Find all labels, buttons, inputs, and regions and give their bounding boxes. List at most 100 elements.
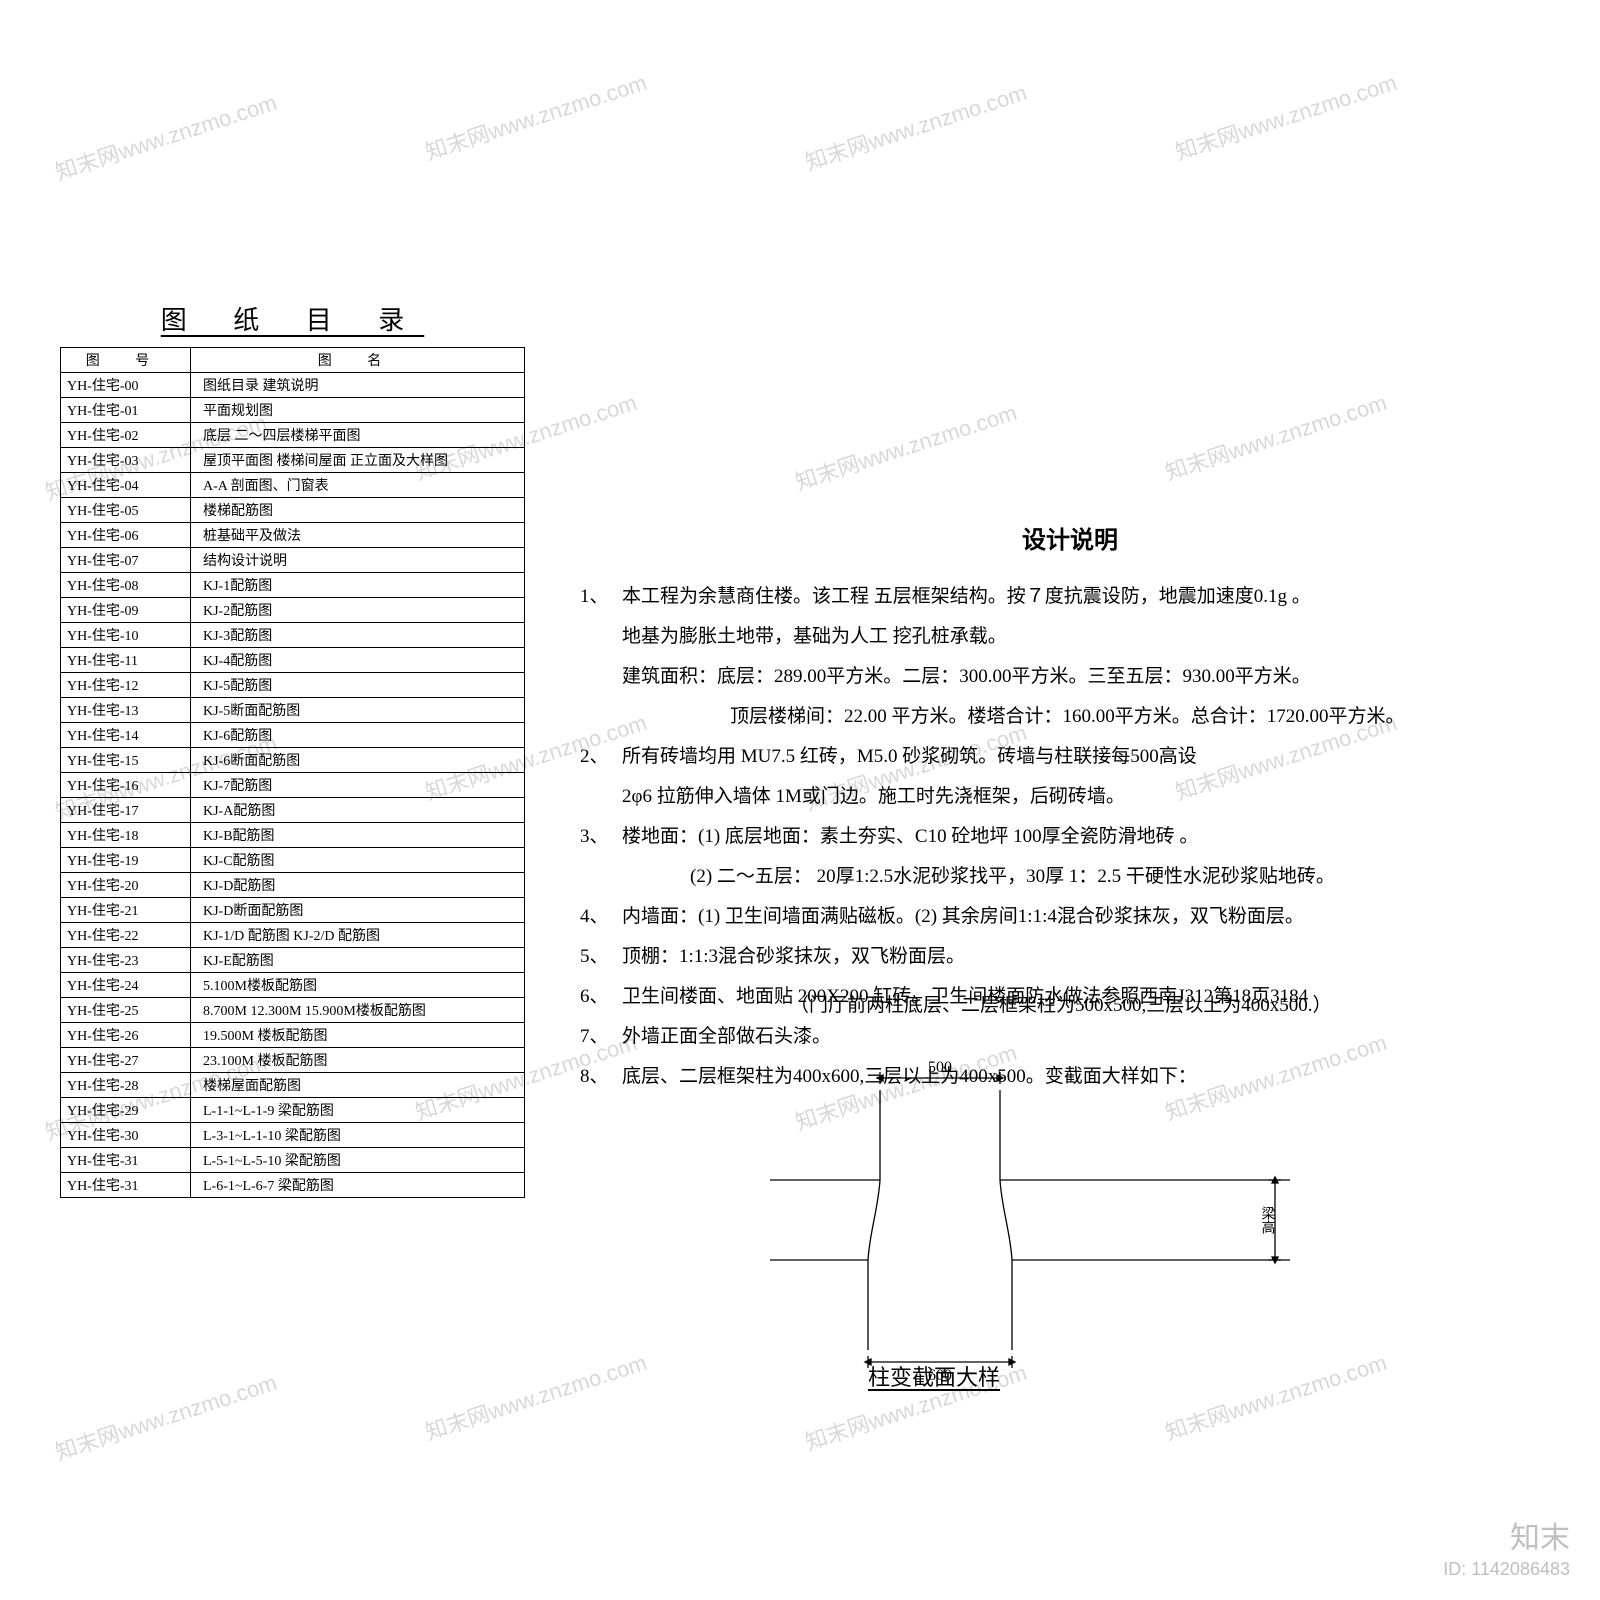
drawing-code: YH-住宅-13 <box>61 698 191 723</box>
spec-text: 顶棚：1:1:3混合砂浆抹灰，双飞粉面层。 <box>622 937 1560 977</box>
drawing-code: YH-住宅-00 <box>61 373 191 398</box>
drawing-code: YH-住宅-08 <box>61 573 191 598</box>
spec-text: 顶层楼梯间：22.00 平方米。楼塔合计：160.00平方米。总合计：1720.… <box>580 697 1560 737</box>
page-root: 知末网www.znzmo.com 知末网www.znzmo.com 知末网www… <box>0 0 1600 1600</box>
drawing-code: YH-住宅-25 <box>61 998 191 1023</box>
dim-top: 500 <box>928 1060 952 1076</box>
spec-num: 2、 <box>580 737 622 777</box>
spec-text: 内墙面：(1) 卫生间墙面满贴磁板。(2) 其余房间1:1:4混合砂浆抹灰，双飞… <box>622 897 1560 937</box>
drawing-code: YH-住宅-16 <box>61 773 191 798</box>
drawing-name: L-5-1~L-5-10 梁配筋图 <box>191 1148 525 1173</box>
drawing-code: YH-住宅-02 <box>61 423 191 448</box>
drawing-name: 楼梯配筋图 <box>191 498 525 523</box>
table-row: YH-住宅-15 KJ-6断面配筋图 <box>61 748 525 773</box>
table-row: YH-住宅-16 KJ-7配筋图 <box>61 773 525 798</box>
drawing-code: YH-住宅-18 <box>61 823 191 848</box>
drawing-name: L-3-1~L-1-10 梁配筋图 <box>191 1123 525 1148</box>
table-row: YH-住宅-21 KJ-D断面配筋图 <box>61 898 525 923</box>
table-row: YH-住宅-05 楼梯配筋图 <box>61 498 525 523</box>
table-row: YH-住宅-10 KJ-3配筋图 <box>61 623 525 648</box>
drawing-code: YH-住宅-21 <box>61 898 191 923</box>
drawing-name: L-1-1~L-1-9 梁配筋图 <box>191 1098 525 1123</box>
spec-text: 建筑面积：底层：289.00平方米。二层：300.00平方米。三至五层：930.… <box>580 657 1560 697</box>
table-row: YH-住宅-20 KJ-D配筋图 <box>61 873 525 898</box>
spec-text-8b: （门厅前两柱底层、二层框架柱为500x500,三层以上为400x500.） <box>790 990 1332 1017</box>
drawing-code: YH-住宅-27 <box>61 1048 191 1073</box>
drawing-name: KJ-4配筋图 <box>191 648 525 673</box>
table-row: YH-住宅-2723.100M 楼板配筋图 <box>61 1048 525 1073</box>
spec-text: 2φ6 拉筋伸入墙体 1M或门边。施工时先浇框架，后砌砖墙。 <box>580 777 1560 817</box>
toc-title: 图 纸 目 录 <box>60 300 525 337</box>
table-row: YH-住宅-30L-3-1~L-1-10 梁配筋图 <box>61 1123 525 1148</box>
drawing-code: YH-住宅-26 <box>61 1023 191 1048</box>
spec-text: 外墙正面全部做石头漆。 <box>622 1017 1560 1057</box>
table-row: YH-住宅-11 KJ-4配筋图 <box>61 648 525 673</box>
watermark: 知末网www.znzmo.com <box>801 75 1031 177</box>
watermark: 知末网www.znzmo.com <box>791 395 1021 497</box>
drawing-name: KJ-1/D 配筋图 KJ-2/D 配筋图 <box>191 923 525 948</box>
table-row: YH-住宅-09 KJ-2配筋图 <box>61 598 525 623</box>
watermark: 知末网www.znzmo.com <box>51 1365 281 1467</box>
drawing-code: YH-住宅-12 <box>61 673 191 698</box>
table-row: YH-住宅-13 KJ-5断面配筋图 <box>61 698 525 723</box>
drawing-name: KJ-1配筋图 <box>191 573 525 598</box>
drawing-name: KJ-C配筋图 <box>191 848 525 873</box>
drawing-name: KJ-2配筋图 <box>191 598 525 623</box>
drawing-code: YH-住宅-09 <box>61 598 191 623</box>
table-row: YH-住宅-31L-5-1~L-5-10 梁配筋图 <box>61 1148 525 1173</box>
drawing-name: 19.500M 楼板配筋图 <box>191 1023 525 1048</box>
drawing-code: YH-住宅-31 <box>61 1173 191 1198</box>
spec-num: 5、 <box>580 937 622 977</box>
drawing-code: YH-住宅-31 <box>61 1148 191 1173</box>
asset-id: ID: 1142086483 <box>1443 1559 1570 1580</box>
drawing-name: 楼梯屋面配筋图 <box>191 1073 525 1098</box>
table-row: YH-住宅-2619.500M 楼板配筋图 <box>61 1023 525 1048</box>
table-row: YH-住宅-18 KJ-B配筋图 <box>61 823 525 848</box>
drawing-code: YH-住宅-24 <box>61 973 191 998</box>
spec-text: 本工程为余慧商住楼。该工程 五层框架结构。按７度抗震设防，地震加速度0.1g 。 <box>622 577 1560 617</box>
table-row: YH-住宅-17 KJ-A配筋图 <box>61 798 525 823</box>
table-row: YH-住宅-06 桩基础平及做法 <box>61 523 525 548</box>
watermark: 知末网www.znzmo.com <box>1171 65 1401 167</box>
toc-table: 图 号 图 名 YH-住宅-00图纸目录 建筑说明YH-住宅-01平面规划图YH… <box>60 347 525 1198</box>
table-row: YH-住宅-19 KJ-C配筋图 <box>61 848 525 873</box>
drawing-code: YH-住宅-29 <box>61 1098 191 1123</box>
drawing-code: YH-住宅-14 <box>61 723 191 748</box>
spec-num: 1、 <box>580 577 622 617</box>
table-row: YH-住宅-00图纸目录 建筑说明 <box>61 373 525 398</box>
table-row: YH-住宅-22KJ-1/D 配筋图 KJ-2/D 配筋图 <box>61 923 525 948</box>
drawing-code: YH-住宅-04 <box>61 473 191 498</box>
spec-num: 4、 <box>580 897 622 937</box>
spec-num: 8、 <box>580 1057 622 1097</box>
drawing-code: YH-住宅-07 <box>61 548 191 573</box>
spec-num: 7、 <box>580 1017 622 1057</box>
drawing-name: L-6-1~L-6-7 梁配筋图 <box>191 1173 525 1198</box>
drawing-name: KJ-6配筋图 <box>191 723 525 748</box>
drawing-code: YH-住宅-11 <box>61 648 191 673</box>
spec-text: 所有砖墙均用 MU7.5 红砖，M5.0 砂浆砌筑。砖墙与柱联接每500高设 <box>622 737 1560 777</box>
drawing-name: KJ-A配筋图 <box>191 798 525 823</box>
design-title: 设计说明 <box>580 520 1560 555</box>
drawing-name: 图纸目录 建筑说明 <box>191 373 525 398</box>
drawing-code: YH-住宅-03 <box>61 448 191 473</box>
beam-height-label: 梁高 <box>1260 1206 1276 1234</box>
spec-text: 楼地面：(1) 底层地面：素土夯实、C10 砼地坪 100厚全瓷防滑地砖 。 <box>622 817 1560 857</box>
spec-num: 3、 <box>580 817 622 857</box>
drawing-code: YH-住宅-15 <box>61 748 191 773</box>
table-row: YH-住宅-07 结构设计说明 <box>61 548 525 573</box>
drawing-name: KJ-D配筋图 <box>191 873 525 898</box>
watermark: 知末网www.znzmo.com <box>51 85 281 187</box>
table-row: YH-住宅-245.100M楼板配筋图 <box>61 973 525 998</box>
diagram-caption: 柱变截面大样 <box>868 1360 1000 1392</box>
table-row: YH-住宅-31L-6-1~L-6-7 梁配筋图 <box>61 1173 525 1198</box>
drawing-code: YH-住宅-01 <box>61 398 191 423</box>
drawing-code: YH-住宅-22 <box>61 923 191 948</box>
drawing-name: KJ-E配筋图 <box>191 948 525 973</box>
table-row: YH-住宅-23 KJ-E配筋图 <box>61 948 525 973</box>
table-row: YH-住宅-258.700M 12.300M 15.900M楼板配筋图 <box>61 998 525 1023</box>
drawing-name: KJ-7配筋图 <box>191 773 525 798</box>
toc-header-name: 图 名 <box>191 348 525 373</box>
drawing-name: A-A 剖面图、门窗表 <box>191 473 525 498</box>
drawing-name: KJ-5配筋图 <box>191 673 525 698</box>
drawing-code: YH-住宅-10 <box>61 623 191 648</box>
